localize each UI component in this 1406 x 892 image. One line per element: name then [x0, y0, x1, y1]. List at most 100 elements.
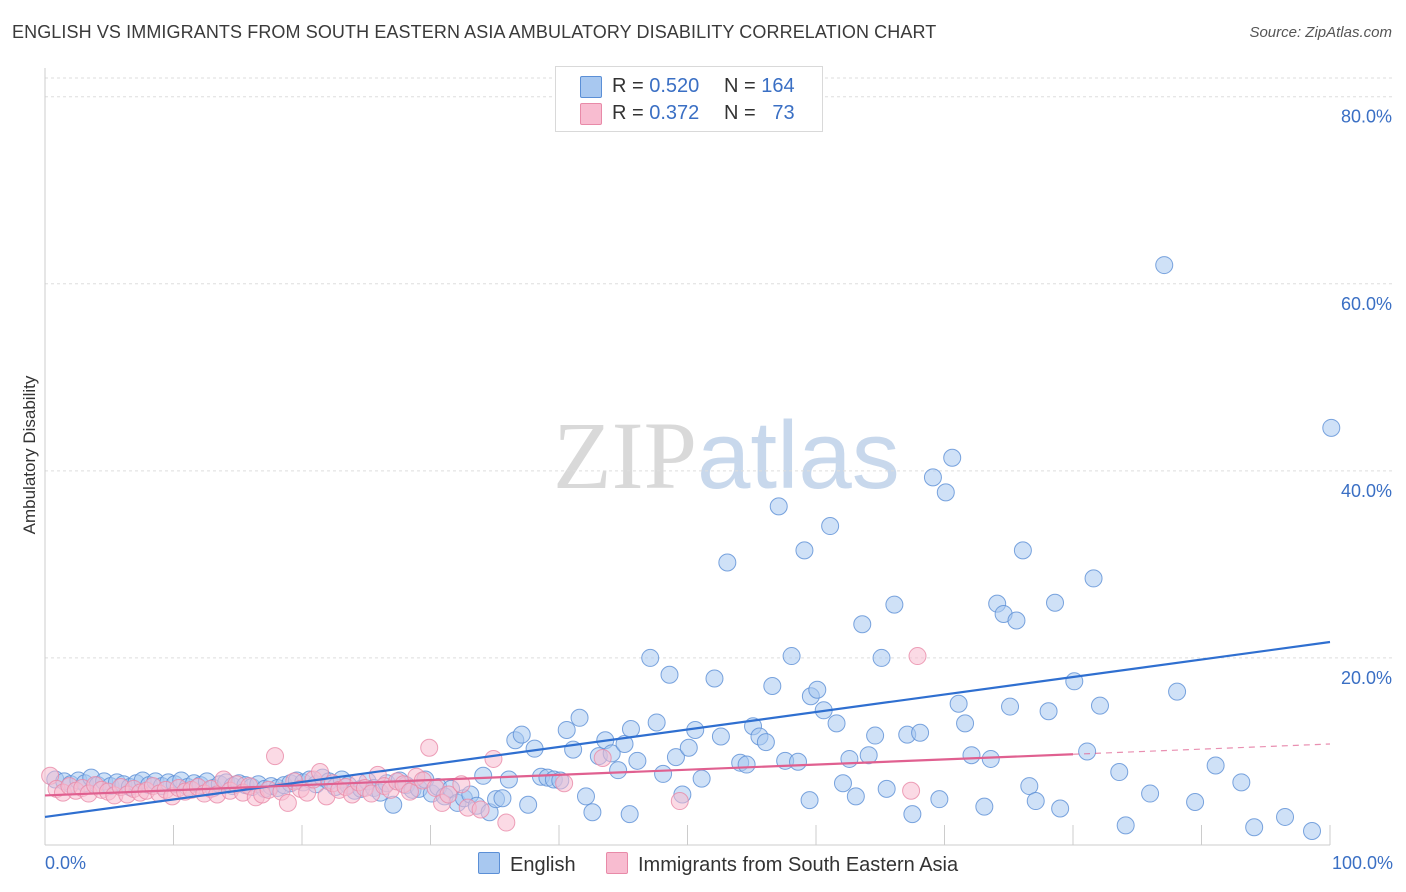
- immigrant-point: [471, 800, 490, 819]
- english-point: [583, 803, 602, 822]
- english-swatch: [580, 76, 602, 98]
- english-point: [1051, 799, 1070, 818]
- legend-r-immigrants: R = 0.372: [612, 102, 700, 124]
- immigrants-legend-swatch: [606, 852, 628, 874]
- english-point: [512, 725, 531, 744]
- y-tick-label: 80.0%: [1341, 107, 1392, 127]
- english-point: [628, 751, 647, 770]
- english-point: [666, 748, 685, 767]
- english-point: [621, 720, 640, 739]
- english-point: [609, 761, 628, 780]
- english-point: [1039, 702, 1058, 721]
- english-point: [1110, 763, 1129, 782]
- immigrant-point: [266, 747, 285, 766]
- immigrant-point: [420, 738, 439, 757]
- stats-legend: R = 0.520 N = 164 R = 0.372 N = 73: [555, 66, 823, 132]
- english-point: [620, 805, 639, 824]
- english-point: [808, 680, 827, 699]
- legend-item-english[interactable]: English: [478, 852, 576, 877]
- english-point: [943, 448, 962, 467]
- english-point: [877, 779, 896, 798]
- legend-r-english: R = 0.520: [612, 75, 700, 97]
- english-point: [885, 595, 904, 614]
- immigrant-point: [497, 813, 516, 832]
- english-point: [859, 746, 878, 765]
- english-legend-swatch: [478, 852, 500, 874]
- english-point: [1084, 569, 1103, 588]
- english-point: [1007, 611, 1026, 630]
- english-point: [660, 665, 679, 684]
- english-point: [956, 714, 975, 733]
- y-tick-label: 40.0%: [1341, 481, 1392, 501]
- english-point: [711, 727, 730, 746]
- english-point: [872, 648, 891, 667]
- english-point: [1090, 696, 1109, 715]
- english-point: [981, 749, 1000, 768]
- immigrant-point: [593, 749, 612, 768]
- immigrant-point: [908, 647, 927, 666]
- english-point: [1020, 777, 1039, 796]
- watermark-zip: ZIP: [553, 402, 697, 509]
- english-point: [1232, 773, 1251, 792]
- english-point: [519, 795, 538, 814]
- immigrant-point: [439, 785, 458, 804]
- english-point: [1168, 682, 1187, 701]
- english-point: [936, 483, 955, 502]
- english-point: [903, 805, 922, 824]
- immigrant-point: [902, 781, 921, 800]
- english-point: [975, 797, 994, 816]
- x-tick-label-max: 100.0%: [1332, 853, 1393, 873]
- english-point: [1245, 818, 1264, 837]
- english-point: [1116, 816, 1135, 835]
- english-point: [866, 726, 885, 745]
- watermark-atlas: atlas: [697, 402, 900, 509]
- english-point: [763, 676, 782, 695]
- english-point: [923, 468, 942, 487]
- chart-title: ENGLISH VS IMMIGRANTS FROM SOUTH EASTERN…: [12, 22, 937, 42]
- immigrants-swatch: [580, 103, 602, 125]
- english-point: [557, 720, 576, 739]
- english-point: [384, 795, 403, 814]
- x-tick-label-min: 0.0%: [45, 853, 86, 873]
- english-legend-label: English: [510, 854, 576, 876]
- english-point: [654, 764, 673, 783]
- series-legend: English Immigrants from South Eastern As…: [0, 852, 1406, 878]
- english-point: [1276, 807, 1295, 826]
- legend-item-immigrants[interactable]: Immigrants from South Eastern Asia: [606, 852, 958, 877]
- english-point: [1026, 792, 1045, 811]
- english-point: [827, 714, 846, 733]
- english-point: [833, 774, 852, 793]
- english-point: [1186, 792, 1205, 811]
- tick-label-layer: 20.0% 40.0% 60.0% 80.0% 0.0% 100.0%: [45, 107, 1393, 873]
- immigrants-legend-label: Immigrants from South Eastern Asia: [638, 854, 959, 876]
- english-point: [1078, 742, 1097, 761]
- english-point: [962, 746, 981, 765]
- english-point: [1001, 697, 1020, 716]
- english-point: [1013, 541, 1032, 560]
- english-point: [493, 789, 512, 808]
- english-point: [705, 669, 724, 688]
- source-label: Source: ZipAtlas.com: [1249, 24, 1392, 41]
- watermark: ZIPatlas: [553, 400, 900, 511]
- english-point: [647, 713, 666, 732]
- english-point: [718, 553, 737, 572]
- immigrant-point: [400, 782, 419, 801]
- immigrant-point: [670, 792, 689, 811]
- y-tick-label: 20.0%: [1341, 668, 1392, 688]
- english-point: [769, 497, 788, 516]
- english-point: [576, 787, 595, 806]
- immigrant-trend-extension: [1072, 743, 1331, 755]
- english-point: [1303, 821, 1322, 840]
- english-point: [789, 752, 808, 771]
- y-tick-label: 60.0%: [1341, 294, 1392, 314]
- english-point: [679, 738, 698, 757]
- english-point: [911, 723, 930, 742]
- immigrant-point: [278, 793, 297, 812]
- english-point: [737, 755, 756, 774]
- immigrant-trend-line: [44, 753, 1074, 797]
- immigrant-point: [484, 749, 503, 768]
- english-point: [821, 517, 840, 536]
- english-point: [853, 615, 872, 634]
- english-point: [800, 791, 819, 810]
